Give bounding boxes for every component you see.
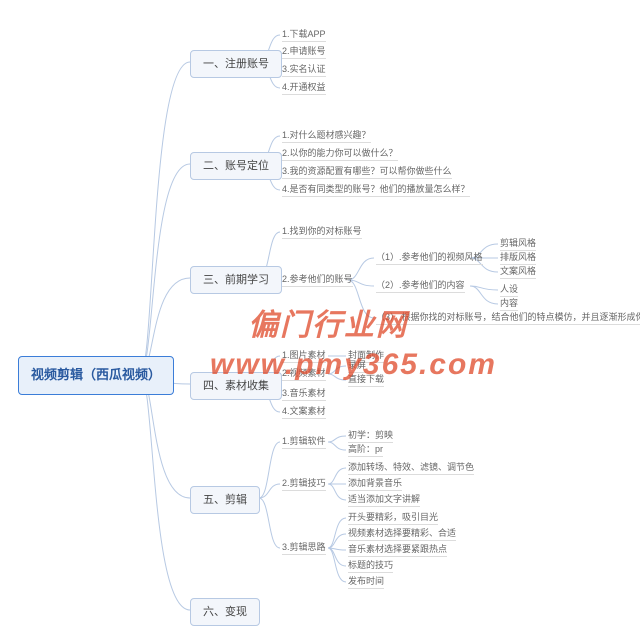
leaf-5-2-1: 添加转场、特效、滤镜、调节色	[348, 462, 474, 475]
leaf-5-3-1: 开头要精彩，吸引目光	[348, 512, 438, 525]
leaf-4-3: 3.音乐素材	[282, 388, 326, 401]
leaf-1-4: 4.开通权益	[282, 82, 326, 95]
leaf-4-2-2: 直接下载	[348, 374, 384, 387]
leaf-2-1: 1.对什么题材感兴趣？	[282, 130, 371, 143]
leaf-4-1: 1.图片素材	[282, 350, 326, 363]
leaf-3-2-2: （2）.参考他们的内容	[376, 280, 465, 293]
leaf-5-1: 1.剪辑软件	[282, 436, 326, 449]
leaf-5-2: 2.剪辑技巧	[282, 478, 326, 491]
leaf-3-2-1-3: 文案风格	[500, 266, 536, 279]
leaf-2-3: 3.我的资源配置有哪些？可以帮你做些什么	[282, 166, 452, 179]
leaf-5-3-2: 视频素材选择要精彩、合适	[348, 528, 456, 541]
branch-6: 六、变现	[190, 598, 260, 626]
leaf-4-2: 2.视频素材	[282, 368, 326, 381]
leaf-5-2-2: 添加背景音乐	[348, 478, 402, 491]
leaf-5-3-4: 标题的技巧	[348, 560, 393, 573]
branch-2: 二、账号定位	[190, 152, 282, 180]
mindmap-canvas: 视频剪辑（西瓜视频） 一、注册账号 二、账号定位 三、前期学习 四、素材收集 五…	[0, 0, 640, 638]
leaf-5-3-5: 发布时间	[348, 576, 384, 589]
leaf-3-2-2-2: 内容	[500, 298, 518, 311]
leaf-5-1-2: 高阶：pr	[348, 444, 383, 457]
branch-3: 三、前期学习	[190, 266, 282, 294]
leaf-5-2-3: 适当添加文字讲解	[348, 494, 420, 507]
leaf-3-1: 1.找到你的对标账号	[282, 226, 362, 239]
leaf-1-2: 2.申请账号	[282, 46, 326, 59]
branch-1: 一、注册账号	[190, 50, 282, 78]
leaf-1-3: 3.实名认证	[282, 64, 326, 77]
leaf-4-2-1: 录屏	[348, 360, 366, 373]
leaf-2-2: 2.以你的能力你可以做什么？	[282, 148, 398, 161]
leaf-4-4: 4.文案素材	[282, 406, 326, 419]
leaf-3-2-2-1: 人设	[500, 284, 518, 297]
leaf-3-2-3: （3）.根据你找的对标账号，结合他们的特点模仿，并且逐渐形成你自己的风格	[376, 312, 640, 325]
leaf-5-1-1: 初学：剪映	[348, 430, 393, 443]
leaf-3-2-1: （1）.参考他们的视频风格	[376, 252, 483, 265]
leaf-3-2: 2.参考他们的账号	[282, 274, 353, 287]
leaf-2-4: 4.是否有同类型的账号？他们的播放量怎么样？	[282, 184, 470, 197]
leaf-5-3-3: 音乐素材选择要紧跟热点	[348, 544, 447, 557]
leaf-1-1: 1.下载APP	[282, 29, 326, 42]
leaf-3-2-1-1: 剪辑风格	[500, 238, 536, 251]
root-node: 视频剪辑（西瓜视频）	[18, 356, 174, 395]
branch-4: 四、素材收集	[190, 372, 282, 400]
branch-5: 五、剪辑	[190, 486, 260, 514]
leaf-5-3: 3.剪辑思路	[282, 542, 326, 555]
leaf-3-2-1-2: 排版风格	[500, 252, 536, 265]
